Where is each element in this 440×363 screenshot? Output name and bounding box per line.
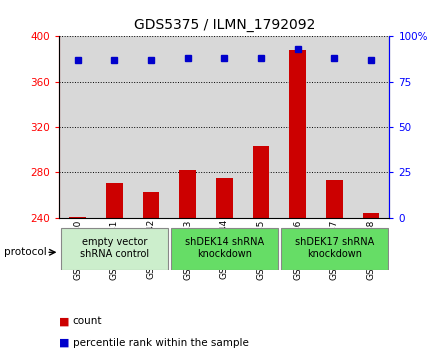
Bar [206,36,243,218]
Title: GDS5375 / ILMN_1792092: GDS5375 / ILMN_1792092 [134,19,315,33]
Bar [316,36,353,218]
Bar [133,36,169,218]
Bar [143,192,159,218]
Bar [253,146,269,218]
Bar [106,183,123,218]
Bar [59,36,96,218]
Text: shDEK14 shRNA
knockdown: shDEK14 shRNA knockdown [185,237,264,258]
Text: ■: ■ [59,316,70,326]
Bar [180,170,196,218]
Bar [169,36,206,218]
Bar [281,228,388,270]
Text: protocol: protocol [4,247,47,257]
Bar [216,178,233,218]
Bar [70,217,86,218]
Bar [363,213,379,218]
Bar [353,36,389,218]
Text: count: count [73,316,102,326]
Bar [279,36,316,218]
Bar [171,228,278,270]
Bar [61,228,168,270]
Bar [96,36,133,218]
Text: empty vector
shRNA control: empty vector shRNA control [80,237,149,258]
Text: shDEK17 shRNA
knockdown: shDEK17 shRNA knockdown [295,237,374,258]
Bar [243,36,279,218]
Bar [326,180,343,218]
Text: percentile rank within the sample: percentile rank within the sample [73,338,249,348]
Bar [290,50,306,218]
Text: ■: ■ [59,338,70,348]
